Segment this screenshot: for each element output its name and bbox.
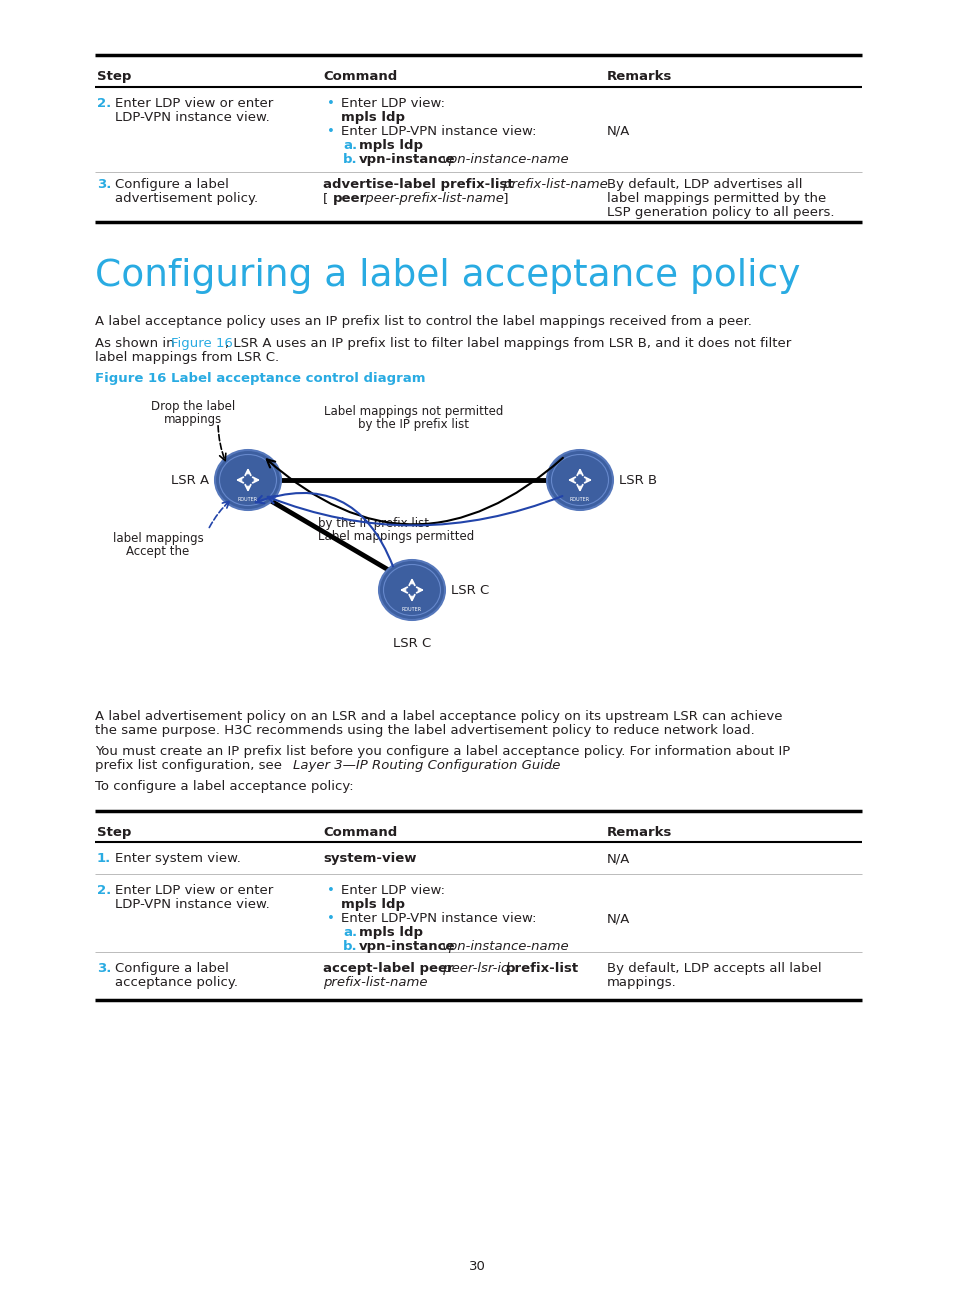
Text: system-view: system-view: [323, 851, 416, 864]
Text: N/A: N/A: [606, 851, 630, 864]
Text: a.: a.: [343, 927, 357, 940]
Text: Enter LDP-VPN instance view:: Enter LDP-VPN instance view:: [341, 124, 537, 137]
Text: You must create an IP prefix list before you configure a label acceptance policy: You must create an IP prefix list before…: [95, 745, 789, 758]
Text: ROUTER: ROUTER: [401, 607, 421, 612]
Text: LSR A: LSR A: [171, 473, 209, 486]
Text: Configure a label: Configure a label: [115, 178, 229, 191]
Text: LSP generation policy to all peers.: LSP generation policy to all peers.: [606, 206, 834, 219]
Text: prefix list configuration, see: prefix list configuration, see: [95, 759, 286, 772]
Text: mpls ldp: mpls ldp: [341, 111, 405, 124]
Text: vpn-instance: vpn-instance: [359, 153, 456, 166]
Text: N/A: N/A: [606, 124, 630, 137]
Text: 3.: 3.: [97, 962, 112, 975]
Text: Enter system view.: Enter system view.: [115, 851, 240, 864]
Text: 2.: 2.: [97, 97, 112, 110]
Text: , LSR A uses an IP prefix list to filter label mappings from LSR B, and it does : , LSR A uses an IP prefix list to filter…: [225, 337, 790, 350]
Text: LDP-VPN instance view.: LDP-VPN instance view.: [115, 898, 270, 911]
FancyArrowPatch shape: [255, 492, 393, 566]
Text: N/A: N/A: [606, 912, 630, 925]
FancyArrowPatch shape: [209, 502, 230, 527]
Text: 2.: 2.: [97, 884, 112, 897]
Text: mappings: mappings: [164, 413, 222, 426]
Text: b.: b.: [343, 940, 357, 953]
Text: Layer 3—IP Routing Configuration Guide: Layer 3—IP Routing Configuration Guide: [293, 759, 559, 772]
FancyArrowPatch shape: [267, 457, 562, 525]
Text: Configure a label: Configure a label: [115, 962, 229, 975]
Text: the same purpose. H3C recommends using the label advertisement policy to reduce : the same purpose. H3C recommends using t…: [95, 724, 754, 737]
Text: •: •: [327, 124, 335, 137]
Text: advertise-label prefix-list: advertise-label prefix-list: [323, 178, 514, 191]
Text: Enter LDP-VPN instance view:: Enter LDP-VPN instance view:: [341, 912, 537, 925]
Text: Enter LDP view or enter: Enter LDP view or enter: [115, 97, 273, 110]
Text: Step: Step: [97, 826, 132, 839]
Text: •: •: [327, 97, 335, 110]
Text: ]: ]: [498, 192, 508, 205]
Text: mpls ldp: mpls ldp: [359, 927, 423, 940]
Ellipse shape: [214, 450, 281, 511]
Text: LSR C: LSR C: [451, 583, 489, 596]
Text: b.: b.: [343, 153, 357, 166]
Text: Accept the: Accept the: [126, 546, 190, 559]
Text: .: .: [550, 759, 554, 772]
Text: Enter LDP view or enter: Enter LDP view or enter: [115, 884, 273, 897]
Text: Figure 16: Figure 16: [171, 337, 233, 350]
Text: prefix-list: prefix-list: [506, 962, 578, 975]
Text: Drop the label: Drop the label: [151, 400, 234, 413]
Text: A label advertisement policy on an LSR and a label acceptance policy on its upst: A label advertisement policy on an LSR a…: [95, 710, 781, 723]
Text: mpls ldp: mpls ldp: [359, 139, 423, 152]
Text: label mappings permitted by the: label mappings permitted by the: [606, 192, 825, 205]
Text: As shown in: As shown in: [95, 337, 179, 350]
Text: vpn-instance-name: vpn-instance-name: [441, 153, 568, 166]
Text: ROUTER: ROUTER: [569, 496, 590, 502]
Text: by the IP prefix list: by the IP prefix list: [358, 419, 469, 432]
Text: Step: Step: [97, 70, 132, 83]
Text: label mappings from LSR C.: label mappings from LSR C.: [95, 351, 279, 364]
Text: 1.: 1.: [97, 851, 112, 864]
Text: By default, LDP advertises all: By default, LDP advertises all: [606, 178, 801, 191]
Text: Command: Command: [323, 826, 397, 839]
Text: LDP-VPN instance view.: LDP-VPN instance view.: [115, 111, 270, 124]
Text: Enter LDP view:: Enter LDP view:: [341, 97, 445, 110]
Text: LSR B: LSR B: [618, 473, 657, 486]
Text: •: •: [327, 912, 335, 925]
Text: •: •: [327, 884, 335, 897]
Text: Remarks: Remarks: [606, 826, 672, 839]
Text: peer-prefix-list-name: peer-prefix-list-name: [361, 192, 503, 205]
Text: 30: 30: [468, 1260, 485, 1273]
Text: peer-lsr-id: peer-lsr-id: [438, 962, 514, 975]
Text: label mappings: label mappings: [112, 531, 203, 546]
Text: Command: Command: [323, 70, 397, 83]
Text: Label mappings permitted: Label mappings permitted: [317, 530, 474, 543]
Text: a.: a.: [343, 139, 357, 152]
FancyArrowPatch shape: [268, 496, 562, 525]
Text: mappings.: mappings.: [606, 976, 676, 989]
Text: ROUTER: ROUTER: [237, 496, 258, 502]
Text: LSR C: LSR C: [393, 638, 431, 651]
Text: Label mappings not permitted: Label mappings not permitted: [324, 404, 503, 419]
Text: 3.: 3.: [97, 178, 112, 191]
FancyArrowPatch shape: [218, 426, 226, 460]
Text: mpls ldp: mpls ldp: [341, 898, 405, 911]
Text: acceptance policy.: acceptance policy.: [115, 976, 237, 989]
Text: vpn-instance-name: vpn-instance-name: [441, 940, 568, 953]
Text: A label acceptance policy uses an IP prefix list to control the label mappings r: A label acceptance policy uses an IP pre…: [95, 315, 751, 328]
Text: Remarks: Remarks: [606, 70, 672, 83]
Text: Configuring a label acceptance policy: Configuring a label acceptance policy: [95, 258, 800, 294]
Text: Enter LDP view:: Enter LDP view:: [341, 884, 445, 897]
Text: accept-label peer: accept-label peer: [323, 962, 454, 975]
Text: To configure a label acceptance policy:: To configure a label acceptance policy:: [95, 780, 354, 793]
Ellipse shape: [378, 560, 444, 619]
Text: by the IP prefix list: by the IP prefix list: [317, 517, 429, 530]
Text: peer: peer: [333, 192, 367, 205]
Text: prefix-list-name: prefix-list-name: [498, 178, 607, 191]
Ellipse shape: [546, 450, 613, 511]
Text: By default, LDP accepts all label: By default, LDP accepts all label: [606, 962, 821, 975]
Text: vpn-instance: vpn-instance: [359, 940, 456, 953]
Text: Figure 16 Label acceptance control diagram: Figure 16 Label acceptance control diagr…: [95, 372, 425, 385]
Text: prefix-list-name: prefix-list-name: [323, 976, 427, 989]
Text: advertisement policy.: advertisement policy.: [115, 192, 258, 205]
Text: [: [: [323, 192, 333, 205]
